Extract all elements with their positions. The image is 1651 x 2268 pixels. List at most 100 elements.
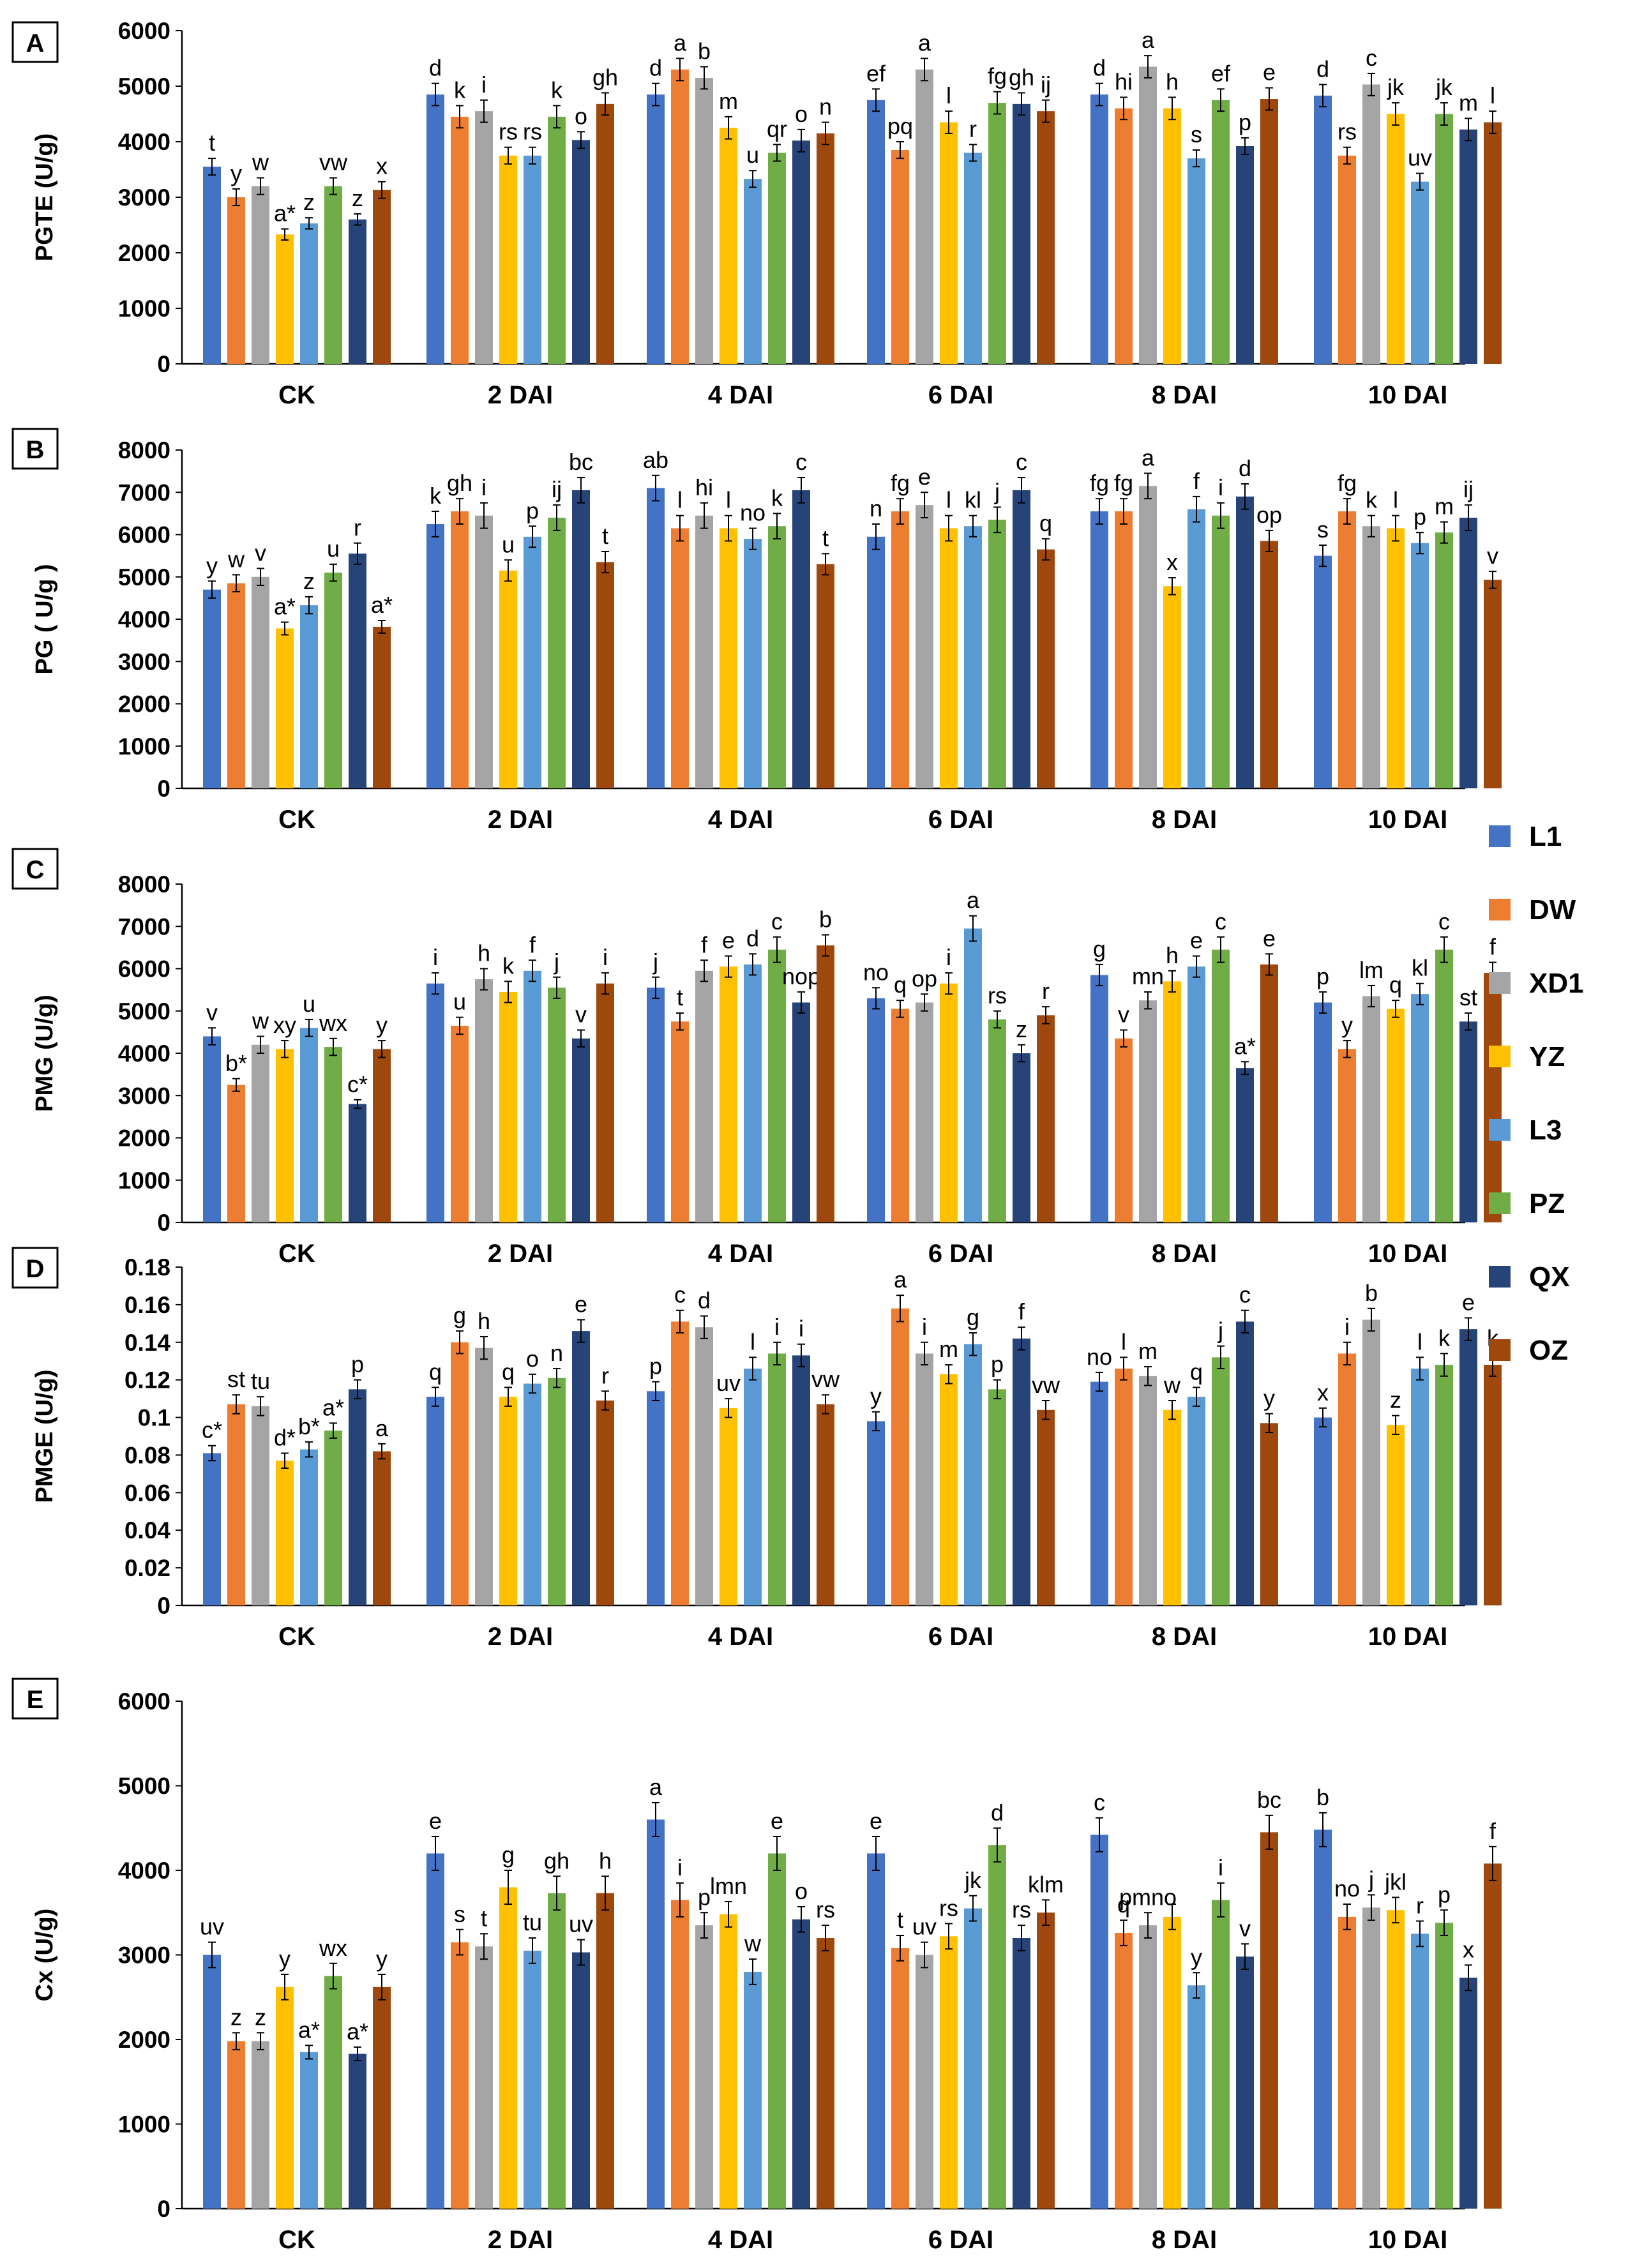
significance-label: i xyxy=(1218,1854,1223,1881)
bar xyxy=(1090,1835,1108,2209)
bar xyxy=(1037,1409,1055,1605)
legend-swatch xyxy=(1489,1046,1511,1067)
bar xyxy=(647,1391,665,1605)
bar xyxy=(451,1025,469,1222)
y-tick-label: 6000 xyxy=(118,522,170,548)
bar xyxy=(1338,1353,1356,1605)
y-tick-label: 0.1 xyxy=(138,1405,170,1431)
y-tick-label: 0.12 xyxy=(124,1367,170,1393)
legend-swatch xyxy=(1489,1119,1511,1141)
bar xyxy=(349,1104,366,1222)
bar xyxy=(1212,1357,1230,1605)
bar xyxy=(988,520,1006,788)
bar xyxy=(1387,528,1405,788)
significance-label: vw xyxy=(811,1366,840,1392)
bar xyxy=(451,116,469,364)
bar xyxy=(940,983,958,1222)
bar xyxy=(426,523,444,788)
bar xyxy=(475,111,493,364)
y-tick-label: 4000 xyxy=(118,1040,170,1067)
x-category-label: 10 DAI xyxy=(1368,1240,1448,1268)
bar xyxy=(867,100,885,364)
significance-label: uv xyxy=(716,1370,741,1396)
y-tick-label: 8000 xyxy=(118,437,170,463)
bar xyxy=(1090,94,1108,364)
bar xyxy=(252,186,269,364)
bar xyxy=(695,1327,713,1605)
significance-label: z xyxy=(1016,1016,1027,1042)
significance-label: c xyxy=(795,449,807,475)
significance-label: nop xyxy=(782,963,820,989)
significance-label: p xyxy=(1239,109,1251,135)
significance-label: gh xyxy=(1009,64,1034,90)
significance-label: e xyxy=(1190,927,1203,954)
y-tick-label: 5000 xyxy=(118,73,170,100)
significance-label: jk xyxy=(1387,74,1405,100)
bar xyxy=(817,1404,834,1605)
bar xyxy=(744,964,762,1222)
bar xyxy=(817,1938,834,2209)
bar xyxy=(695,515,713,788)
bar xyxy=(1115,1038,1133,1222)
significance-label: rs xyxy=(523,119,542,145)
bar xyxy=(499,1887,517,2209)
x-category-label: 6 DAI xyxy=(928,1240,993,1268)
bar xyxy=(1037,111,1055,364)
significance-label: f xyxy=(701,931,708,958)
bar xyxy=(768,1853,786,2209)
bar xyxy=(792,1919,810,2209)
significance-label: kl xyxy=(965,487,981,513)
significance-label: f xyxy=(1489,934,1496,960)
bar xyxy=(792,490,810,788)
y-tick-label: 0.08 xyxy=(124,1442,170,1468)
y-tick-label: 3000 xyxy=(118,184,170,211)
significance-label: fg xyxy=(988,63,1007,89)
bar xyxy=(499,155,517,364)
bar xyxy=(867,998,885,1222)
bar xyxy=(940,1936,958,2209)
bar xyxy=(1090,511,1108,788)
significance-label: wx xyxy=(319,1010,347,1036)
bar xyxy=(1236,1956,1254,2209)
significance-label: i xyxy=(677,1854,682,1881)
significance-label: w xyxy=(227,546,245,572)
significance-label: lm xyxy=(1359,957,1383,983)
significance-label: st xyxy=(1459,984,1477,1010)
chart-panel-e: E 0 1000 2000 3000 4000 5000 6000 Cx (U/g) CK 2 DA… xyxy=(11,1678,1502,2254)
bar xyxy=(1013,103,1030,364)
significance-label: j xyxy=(554,949,559,975)
significance-label: s xyxy=(454,1901,465,1927)
significance-label: y xyxy=(206,552,218,578)
bar xyxy=(916,1002,933,1222)
significance-label: c* xyxy=(202,1417,222,1443)
significance-label: v xyxy=(255,540,266,566)
bar xyxy=(1163,586,1181,788)
bar xyxy=(720,1914,737,2209)
significance-label: s xyxy=(1317,516,1329,543)
significance-label: i xyxy=(922,1314,927,1340)
y-tick-label: 5000 xyxy=(118,998,170,1025)
bar xyxy=(1163,108,1181,364)
significance-label: c xyxy=(771,908,783,935)
bar xyxy=(451,1942,469,2209)
significance-label: l xyxy=(1393,487,1398,513)
x-category-label: 4 DAI xyxy=(708,2226,773,2254)
legend-swatch xyxy=(1489,1266,1511,1288)
bar xyxy=(475,1348,493,1605)
bar xyxy=(596,103,614,364)
y-tick-label: 5000 xyxy=(118,564,170,590)
significance-label: r xyxy=(601,1362,609,1388)
legend-label: XD1 xyxy=(1529,968,1584,999)
significance-label: r xyxy=(1042,978,1050,1004)
significance-label: l xyxy=(726,487,731,513)
y-tick-label: 3000 xyxy=(118,649,170,675)
significance-label: v xyxy=(206,999,218,1025)
bar xyxy=(1115,108,1133,364)
significance-label: b xyxy=(819,906,832,933)
bar xyxy=(300,1028,318,1222)
bar xyxy=(817,945,834,1222)
legend-swatch xyxy=(1489,899,1511,920)
bar xyxy=(647,94,665,364)
y-tick-label: 4000 xyxy=(118,606,170,633)
